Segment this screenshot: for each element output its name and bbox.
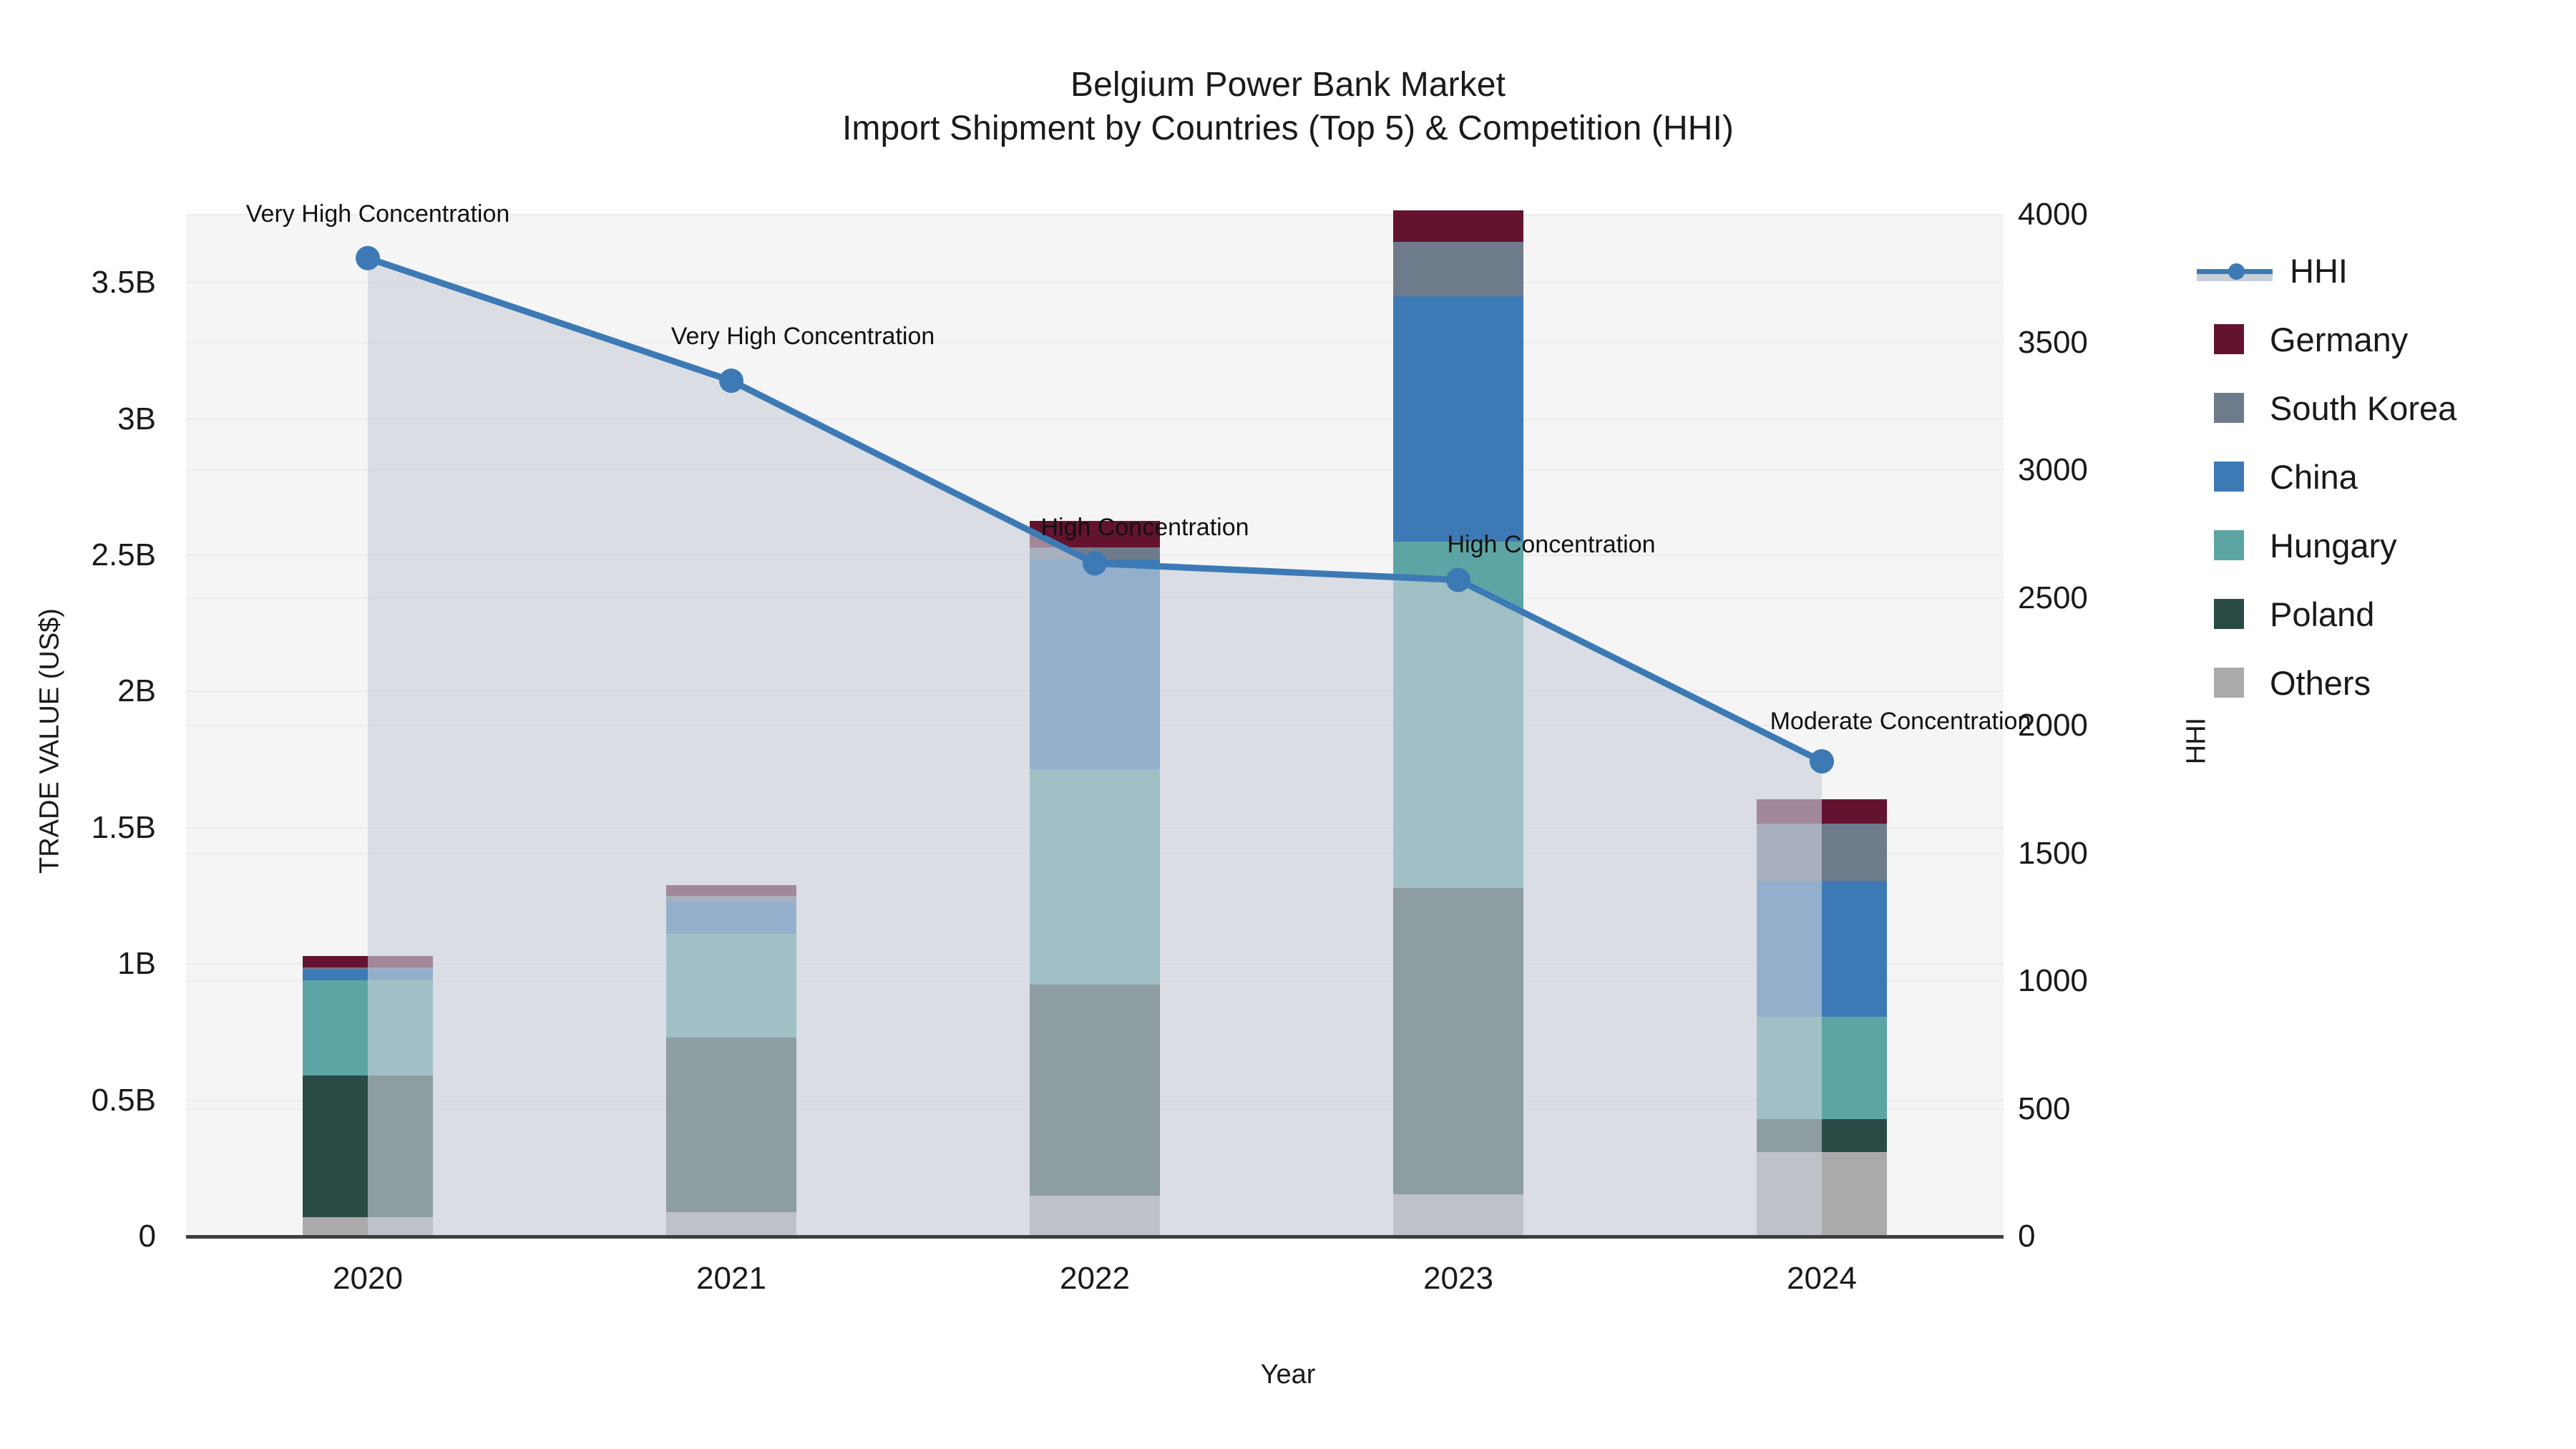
x-axis-title: Year [1260,1360,1316,1390]
legend-label: Germany [2270,320,2409,358]
legend-line-marker-icon [2197,255,2273,286]
x-axis-ticks: 2020 2021 2022 2023 2024 [0,1261,2576,1311]
legend-item-hungary[interactable]: Hungary [2197,511,2576,580]
legend-swatch-icon [2214,599,2244,629]
legend-label: Hungary [2270,526,2397,565]
hhi-area-fill [368,258,1822,1237]
plot-area: Very High Concentration Very High Concent… [186,200,2031,1237]
y-tick-right: 2000 [2018,708,2088,743]
concentration-annotation: High Concentration [1447,530,1656,558]
y-tick-left: 1B [117,946,156,982]
y-tick-left: 0.5B [91,1082,156,1118]
gridline-secondary [186,341,2004,343]
legend-label: South Korea [2270,389,2457,427]
y-tick-left: 3B [117,401,156,436]
y-tick-left: 1.5B [91,809,156,845]
legend-item-germany[interactable]: Germany [2197,305,2576,374]
legend-item-south-korea[interactable]: South Korea [2197,374,2576,442]
legend-label: HHI [2290,251,2348,290]
legend-item-hhi[interactable]: HHI [2197,236,2576,305]
legend-swatch-icon [2214,668,2244,698]
y-tick-right: 1500 [2018,835,2088,871]
y-tick-left: 3.5B [91,265,156,301]
x-tick-2021: 2021 [696,1261,766,1296]
legend-label: China [2270,457,2358,496]
concentration-annotation: Very High Concentration [670,323,935,351]
hhi-marker[interactable] [1446,567,1470,592]
bar-segment-south-korea[interactable] [1393,242,1523,297]
legend: HHI Germany South Korea China Hungary Poland O… [2197,236,2576,717]
hhi-marker[interactable] [1810,748,1834,774]
hhi-marker[interactable] [1083,551,1107,576]
y-tick-right: 0 [2018,1219,2036,1254]
y-axis-left-ticks: 0 0.5B 1B 1.5B 2B 2.5B 3B 3.5B [0,0,172,1449]
y-axis-right-ticks: 0 500 1000 1500 2000 2500 3000 3500 4000 [2018,0,2233,1449]
gridline [186,282,2004,284]
legend-swatch-icon [2214,462,2244,492]
y-tick-left: 2B [117,673,156,709]
legend-item-others[interactable]: Others [2197,648,2576,717]
x-axis-line [186,1235,2004,1239]
bar-segment-germany[interactable] [1393,210,1523,243]
legend-item-china[interactable]: China [2197,442,2576,511]
y-tick-right: 500 [2018,1091,2071,1126]
hhi-line-series [356,245,1834,1237]
y-tick-left: 2.5B [91,537,156,572]
gridline-secondary [186,214,2004,215]
x-tick-2022: 2022 [1060,1261,1130,1296]
concentration-annotation: Moderate Concentration [1770,707,2031,735]
legend-swatch-icon [2214,530,2244,560]
y-tick-right: 1000 [2018,963,2088,998]
concentration-annotation: High Concentration [1040,514,1249,542]
x-tick-2024: 2024 [1787,1261,1857,1296]
y-tick-right: 2500 [2018,580,2088,615]
y-tick-right: 4000 [2018,197,2088,232]
gridline [186,418,2004,420]
legend-item-poland[interactable]: Poland [2197,580,2576,648]
hhi-marker[interactable] [356,245,380,270]
bar-segment-china[interactable] [1393,296,1523,542]
gridline-secondary [186,469,2004,471]
y-tick-left: 0 [138,1219,156,1254]
legend-label: Poland [2270,595,2375,633]
legend-label: Others [2270,663,2371,702]
y-tick-right: 3500 [2018,324,2088,360]
y-tick-right: 3000 [2018,452,2088,487]
legend-swatch-icon [2214,393,2244,423]
x-tick-2023: 2023 [1423,1261,1493,1296]
y-axis-left-title: TRADE VALUE (US$) [34,608,65,874]
legend-swatch-icon [2214,324,2244,354]
hhi-marker[interactable] [719,369,743,394]
concentration-annotation: Very High Concentration [245,200,510,228]
x-tick-2020: 2020 [333,1261,403,1296]
